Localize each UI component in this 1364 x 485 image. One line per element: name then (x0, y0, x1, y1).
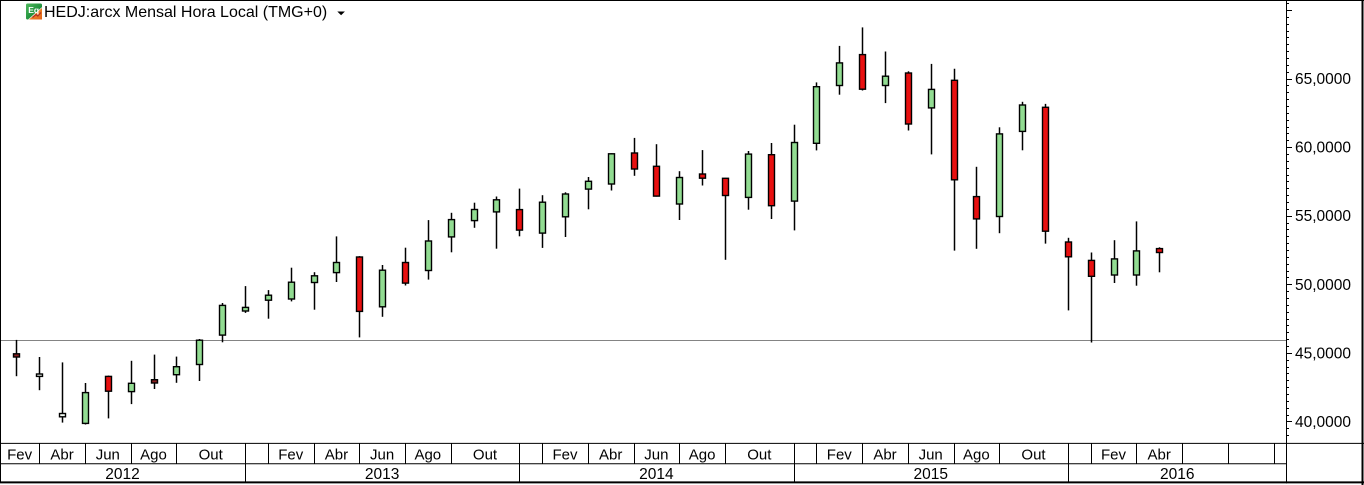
svg-text:Fev: Fev (7, 446, 33, 463)
svg-text:HEDJ:arcx Mensal Hora Local (T: HEDJ:arcx Mensal Hora Local (TMG+0) (44, 4, 327, 21)
svg-text:2016: 2016 (1160, 466, 1194, 483)
svg-text:Ago: Ago (963, 446, 990, 463)
svg-text:Abr: Abr (325, 446, 348, 463)
svg-text:Fev: Fev (1101, 446, 1127, 463)
svg-text:Abr: Abr (1148, 446, 1171, 463)
svg-text:Abr: Abr (50, 446, 73, 463)
svg-text:2013: 2013 (365, 466, 399, 483)
svg-text:45,0000: 45,0000 (1295, 345, 1351, 362)
svg-text:40,0000: 40,0000 (1295, 414, 1351, 431)
svg-text:Out: Out (199, 446, 224, 463)
svg-text:Jun: Jun (370, 446, 394, 463)
svg-text:Abr: Abr (873, 446, 896, 463)
svg-text:2012: 2012 (105, 466, 139, 483)
svg-text:Jun: Jun (919, 446, 943, 463)
svg-text:50,0000: 50,0000 (1295, 277, 1351, 294)
svg-text:Fev: Fev (278, 446, 304, 463)
svg-text:Abr: Abr (599, 446, 622, 463)
svg-text:Fev: Fev (552, 446, 578, 463)
svg-text:Out: Out (1021, 446, 1046, 463)
svg-text:Out: Out (747, 446, 772, 463)
svg-text:60,0000: 60,0000 (1295, 140, 1351, 157)
svg-text:Ago: Ago (140, 446, 167, 463)
svg-text:Out: Out (473, 446, 498, 463)
svg-text:Jun: Jun (96, 446, 120, 463)
svg-text:55,0000: 55,0000 (1295, 208, 1351, 225)
svg-text:Eq: Eq (28, 5, 39, 15)
svg-text:2015: 2015 (913, 466, 947, 483)
svg-text:65,0000: 65,0000 (1295, 71, 1351, 88)
svg-text:Ago: Ago (414, 446, 441, 463)
svg-text:2014: 2014 (639, 466, 674, 483)
svg-text:Fev: Fev (827, 446, 853, 463)
svg-text:Ago: Ago (689, 446, 716, 463)
svg-text:Jun: Jun (644, 446, 668, 463)
